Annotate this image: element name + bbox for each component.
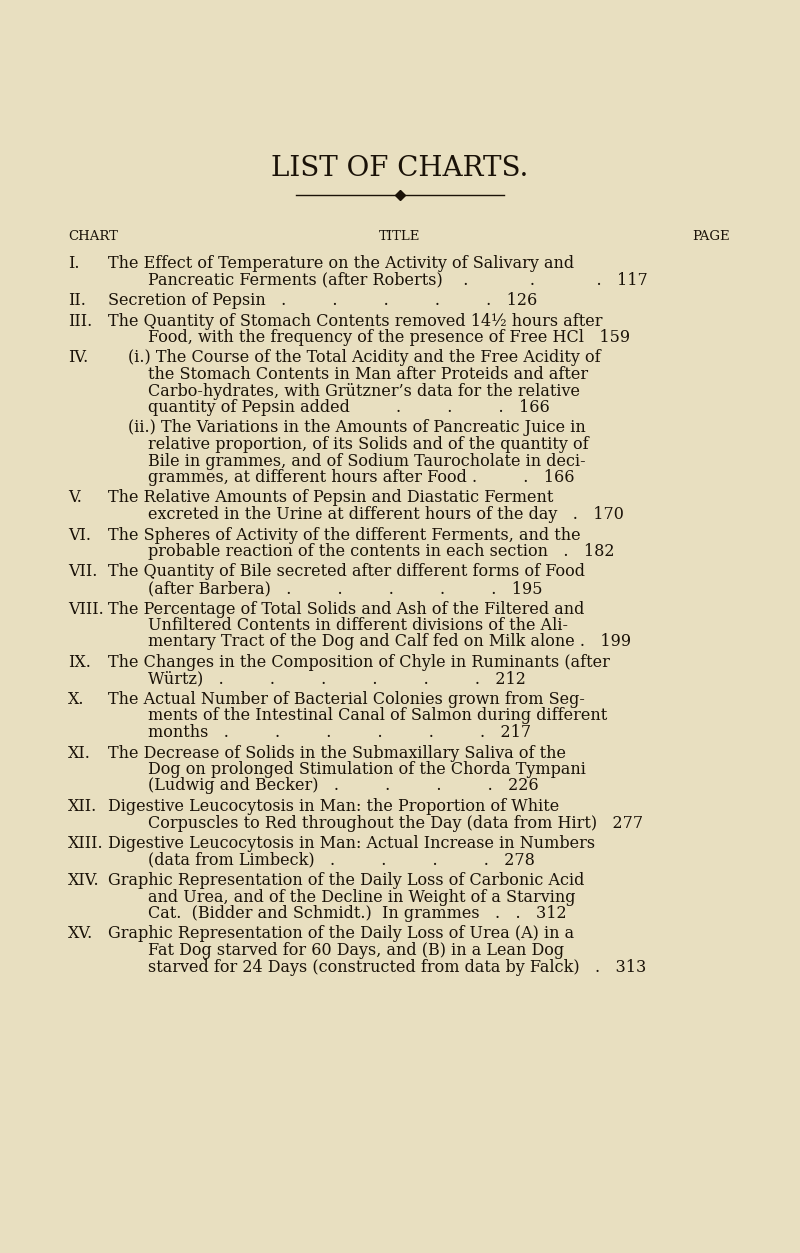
Text: (ii.) The Variations in the Amounts of Pancreatic Juice in: (ii.) The Variations in the Amounts of P… <box>128 420 586 436</box>
Text: VI.: VI. <box>68 526 91 544</box>
Text: TITLE: TITLE <box>379 231 421 243</box>
Text: excreted in the Urine at different hours of the day   .   170: excreted in the Urine at different hours… <box>148 506 624 523</box>
Text: and Urea, and of the Decline in Weight of a Starving: and Urea, and of the Decline in Weight o… <box>148 888 575 906</box>
Text: Unfiltered Contents in different divisions of the Ali-: Unfiltered Contents in different divisio… <box>148 616 568 634</box>
Text: (i.) The Course of the Total Acidity and the Free Acidity of: (i.) The Course of the Total Acidity and… <box>128 350 601 366</box>
Text: Graphic Representation of the Daily Loss of Urea (A) in a: Graphic Representation of the Daily Loss… <box>108 926 574 942</box>
Text: XII.: XII. <box>68 798 98 814</box>
Text: VIII.: VIII. <box>68 600 104 618</box>
Text: (after Barbera)   .         .         .         .         .   195: (after Barbera) . . . . . 195 <box>148 580 542 596</box>
Text: The Percentage of Total Solids and Ash of the Filtered and: The Percentage of Total Solids and Ash o… <box>108 600 584 618</box>
Text: ments of the Intestinal Canal of Salmon during different: ments of the Intestinal Canal of Salmon … <box>148 708 607 724</box>
Text: quantity of Pepsin added         .         .         .   166: quantity of Pepsin added . . . 166 <box>148 398 550 416</box>
Text: XI.: XI. <box>68 744 91 762</box>
Text: The Spheres of Activity of the different Ferments, and the: The Spheres of Activity of the different… <box>108 526 581 544</box>
Text: Würtz)   .         .         .         .         .         .   212: Würtz) . . . . . . 212 <box>148 670 526 688</box>
Text: Corpuscles to Red throughout the Day (data from Hirt)   277: Corpuscles to Red throughout the Day (da… <box>148 814 643 832</box>
Text: CHART: CHART <box>68 231 118 243</box>
Text: PAGE: PAGE <box>692 231 730 243</box>
Text: months   .         .         .         .         .         .   217: months . . . . . . 217 <box>148 724 531 741</box>
Text: relative proportion, of its Solids and of the quantity of: relative proportion, of its Solids and o… <box>148 436 589 454</box>
Text: XIII.: XIII. <box>68 834 104 852</box>
Text: Secretion of Pepsin   .         .         .         .         .   126: Secretion of Pepsin . . . . . 126 <box>108 292 538 309</box>
Text: IX.: IX. <box>68 654 91 672</box>
Text: XV.: XV. <box>68 926 94 942</box>
Text: Pancreatic Ferments (after Roberts)    .            .            .   117: Pancreatic Ferments (after Roberts) . . … <box>148 272 648 288</box>
Text: X.: X. <box>68 690 85 708</box>
Text: Carbo-hydrates, with Grützner’s data for the relative: Carbo-hydrates, with Grützner’s data for… <box>148 382 580 400</box>
Text: probable reaction of the contents in each section   .   182: probable reaction of the contents in eac… <box>148 543 614 560</box>
Text: Graphic Representation of the Daily Loss of Carbonic Acid: Graphic Representation of the Daily Loss… <box>108 872 584 888</box>
Text: III.: III. <box>68 312 92 330</box>
Text: The Relative Amounts of Pepsin and Diastatic Ferment: The Relative Amounts of Pepsin and Diast… <box>108 490 554 506</box>
Text: VII.: VII. <box>68 564 98 580</box>
Text: Fat Dog starved for 60 Days, and (B) in a Lean Dog: Fat Dog starved for 60 Days, and (B) in … <box>148 942 564 959</box>
Text: starved for 24 Days (constructed from data by Falck)   .   313: starved for 24 Days (constructed from da… <box>148 959 646 976</box>
Text: the Stomach Contents in Man after Proteids and after: the Stomach Contents in Man after Protei… <box>148 366 588 383</box>
Text: (data from Limbeck)   .         .         .         .   278: (data from Limbeck) . . . . 278 <box>148 852 535 868</box>
Text: grammes, at different hours after Food .         .   166: grammes, at different hours after Food .… <box>148 469 574 486</box>
Text: (Ludwig and Becker)   .         .         .         .   226: (Ludwig and Becker) . . . . 226 <box>148 778 538 794</box>
Text: Food, with the frequency of the presence of Free HCl   159: Food, with the frequency of the presence… <box>148 330 630 346</box>
Text: I.: I. <box>68 256 79 272</box>
Text: Digestive Leucocytosis in Man: the Proportion of White: Digestive Leucocytosis in Man: the Propo… <box>108 798 559 814</box>
Text: II.: II. <box>68 292 86 309</box>
Text: The Decrease of Solids in the Submaxillary Saliva of the: The Decrease of Solids in the Submaxilla… <box>108 744 566 762</box>
Text: The Actual Number of Bacterial Colonies grown from Seg-: The Actual Number of Bacterial Colonies … <box>108 690 585 708</box>
Text: IV.: IV. <box>68 350 88 366</box>
Text: mentary Tract of the Dog and Calf fed on Milk alone .   199: mentary Tract of the Dog and Calf fed on… <box>148 634 631 650</box>
Text: Bile in grammes, and of Sodium Taurocholate in deci-: Bile in grammes, and of Sodium Taurochol… <box>148 452 586 470</box>
Text: XIV.: XIV. <box>68 872 100 888</box>
Text: V.: V. <box>68 490 82 506</box>
Text: LIST OF CHARTS.: LIST OF CHARTS. <box>271 155 529 182</box>
Text: Digestive Leucocytosis in Man: Actual Increase in Numbers: Digestive Leucocytosis in Man: Actual In… <box>108 834 595 852</box>
Text: The Effect of Temperature on the Activity of Salivary and: The Effect of Temperature on the Activit… <box>108 256 574 272</box>
Text: The Changes in the Composition of Chyle in Ruminants (after: The Changes in the Composition of Chyle … <box>108 654 610 672</box>
Text: Cat.  (Bidder and Schmidt.)  In grammes   .   .   312: Cat. (Bidder and Schmidt.) In grammes . … <box>148 905 566 922</box>
Text: The Quantity of Bile secreted after different forms of Food: The Quantity of Bile secreted after diff… <box>108 564 585 580</box>
Text: Dog on prolonged Stimulation of the Chorda Tympani: Dog on prolonged Stimulation of the Chor… <box>148 761 586 778</box>
Text: The Quantity of Stomach Contents removed 14½ hours after: The Quantity of Stomach Contents removed… <box>108 312 602 330</box>
